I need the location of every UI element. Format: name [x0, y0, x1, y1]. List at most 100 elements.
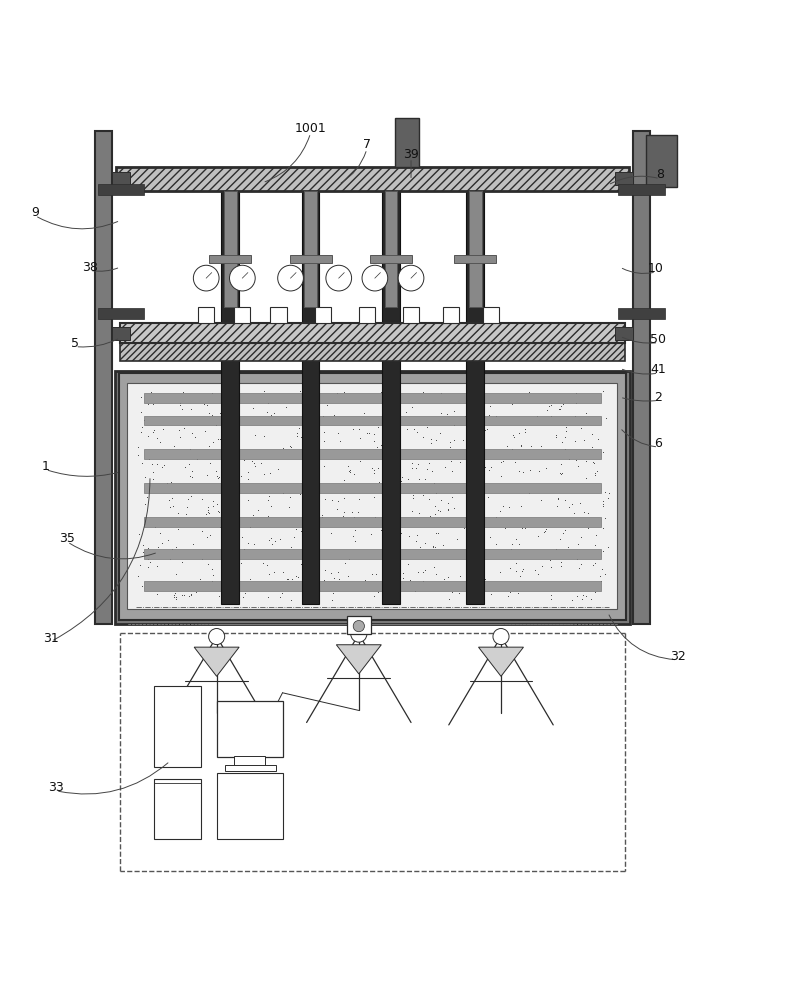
Polygon shape [194, 647, 239, 676]
Point [409, 581, 422, 597]
Point [487, 548, 500, 564]
Point [397, 565, 409, 581]
Point [225, 573, 238, 589]
Point [153, 410, 166, 426]
Point [303, 423, 316, 439]
Point [131, 568, 144, 584]
Point [562, 539, 575, 555]
Point [400, 404, 413, 420]
Point [484, 586, 497, 602]
Point [506, 479, 519, 495]
Point [554, 578, 567, 594]
Point [409, 444, 422, 460]
Point [156, 535, 168, 551]
Point [519, 424, 532, 440]
Point [554, 466, 567, 482]
Bar [143, 549, 601, 559]
Point [288, 517, 301, 533]
Point [405, 503, 418, 519]
Bar [143, 393, 601, 403]
Point [542, 398, 555, 414]
Point [186, 391, 199, 407]
Bar [115, 371, 629, 624]
Point [461, 456, 474, 472]
Point [405, 460, 418, 476]
Point [351, 390, 364, 406]
Point [185, 586, 197, 602]
Point [541, 402, 554, 418]
Point [584, 511, 597, 527]
Point [550, 427, 563, 443]
Point [545, 559, 558, 575]
Point [300, 463, 313, 479]
Point [423, 578, 436, 594]
Point [566, 592, 579, 608]
Point [569, 408, 582, 424]
Point [334, 433, 347, 449]
Point [480, 392, 493, 408]
Point [431, 525, 444, 541]
Point [364, 547, 376, 563]
Point [596, 496, 609, 512]
Point [374, 449, 387, 465]
Point [199, 423, 212, 439]
Point [369, 509, 382, 525]
Circle shape [362, 265, 388, 291]
Point [169, 591, 182, 607]
Point [314, 576, 326, 592]
Point [313, 537, 326, 553]
Point [210, 496, 223, 512]
Point [407, 490, 420, 506]
Point [239, 574, 252, 590]
Point [229, 591, 242, 607]
Point [327, 570, 340, 586]
Point [482, 407, 495, 423]
Point [185, 469, 198, 485]
Point [283, 489, 296, 505]
Point [306, 399, 319, 415]
Point [202, 504, 214, 520]
Point [350, 448, 363, 464]
Point [553, 401, 566, 417]
Point [539, 521, 552, 537]
Point [186, 545, 199, 561]
Point [596, 383, 609, 399]
Point [434, 581, 447, 597]
Point [324, 525, 337, 541]
Point [196, 482, 209, 498]
Point [242, 535, 255, 551]
Point [389, 393, 402, 409]
Point [140, 386, 153, 402]
Point [235, 555, 248, 571]
Point [185, 463, 198, 479]
Point [211, 450, 224, 466]
Point [452, 480, 465, 496]
Point [197, 476, 210, 492]
Point [516, 548, 529, 564]
Point [217, 581, 230, 597]
Point [410, 424, 423, 440]
Text: 31: 31 [44, 632, 59, 645]
Point [193, 518, 206, 534]
Point [147, 471, 160, 487]
Point [595, 573, 608, 589]
Point [203, 505, 216, 521]
Point [495, 454, 508, 470]
Point [184, 441, 197, 457]
Point [585, 543, 598, 559]
Point [175, 587, 188, 603]
Point [441, 569, 454, 585]
Bar [94, 131, 112, 624]
Point [448, 576, 461, 592]
Point [251, 502, 264, 518]
Text: 7: 7 [363, 138, 371, 151]
Point [598, 484, 611, 500]
Point [474, 461, 487, 477]
Point [558, 410, 571, 426]
Text: 10: 10 [648, 262, 664, 275]
Point [447, 417, 460, 433]
Bar [618, 184, 665, 195]
Point [273, 531, 286, 547]
Point [397, 570, 409, 586]
Point [459, 547, 472, 563]
